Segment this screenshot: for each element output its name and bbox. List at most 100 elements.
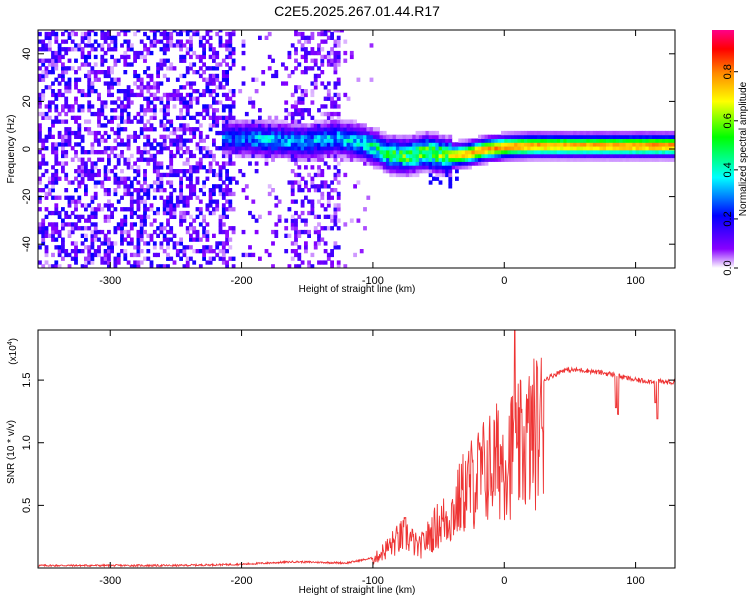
spectrogram-cell <box>290 123 295 128</box>
spectrogram-cell <box>218 165 223 170</box>
spectrogram-cell <box>323 214 328 219</box>
spectrogram-cell <box>586 138 591 143</box>
spectrogram-cell <box>517 146 522 151</box>
spectrogram-cell <box>87 100 92 105</box>
spectrogram-cell <box>143 47 147 52</box>
spectrogram-cell <box>225 249 229 254</box>
spectrogram-cell <box>238 142 243 147</box>
spectrogram-cell <box>192 81 197 86</box>
spectrogram-cell <box>198 210 203 216</box>
spectrogram-cell <box>366 157 371 162</box>
spectrogram-cell <box>297 31 302 37</box>
spectrogram-cell <box>152 161 157 166</box>
spectrogram-cell <box>422 169 426 174</box>
spectrogram-cell <box>149 153 154 159</box>
spectrogram-cell <box>448 138 453 143</box>
spectrogram-cell <box>254 130 259 136</box>
snr-exponent-close: ) <box>8 338 19 341</box>
spectrogram-cell <box>80 241 85 246</box>
spectrogram-cell <box>300 108 305 113</box>
spectrogram-cell <box>491 142 495 147</box>
spectrogram-cell <box>537 146 541 151</box>
spectrogram-cell <box>159 123 164 128</box>
spectrogram-cell <box>405 134 410 139</box>
spectrogram-cell <box>87 150 92 155</box>
spectrogram-cell <box>612 134 617 139</box>
spectrogram-cell <box>162 210 167 216</box>
spectrogram-cell <box>438 153 443 159</box>
spectrogram-cell <box>533 157 538 162</box>
spectrogram-cell <box>231 62 236 67</box>
snr-exponent-power: 4 <box>7 341 14 345</box>
spectrogram-cell <box>225 70 229 75</box>
spectrogram-cell <box>38 134 42 139</box>
spectrogram-cell <box>369 130 374 136</box>
spectrogram-cell <box>182 43 187 48</box>
spectrogram-cell <box>619 157 623 162</box>
spectrogram-cell <box>221 165 226 170</box>
spectrogram-cell <box>169 43 174 48</box>
spectrogram-cell <box>64 214 69 219</box>
spectrogram-cell <box>336 153 341 159</box>
spectrogram-cell <box>87 256 92 261</box>
spectrogram-cell <box>402 134 407 139</box>
spectrogram-cell <box>93 195 98 200</box>
spectrogram-cell <box>162 30 167 33</box>
spectrogram-cell <box>583 153 587 159</box>
spectrogram-cell <box>38 66 42 71</box>
spectrogram-cell <box>44 260 49 265</box>
spectrogram-cell <box>294 241 298 246</box>
spectrogram-cell <box>445 150 449 155</box>
spectrogram-cell <box>313 85 318 90</box>
spectrogram-cell <box>379 150 384 155</box>
spectrogram-cell <box>300 153 305 159</box>
spectrogram-cell <box>159 161 164 166</box>
spectrogram-cell <box>156 165 160 170</box>
spectrogram-cell <box>175 92 180 98</box>
spectrogram-cell <box>304 229 308 235</box>
spectrogram-cell <box>661 138 666 143</box>
spectrogram-cell <box>61 226 65 231</box>
spectrogram-cell <box>648 138 653 143</box>
spectrogram-cell <box>208 191 213 197</box>
spectrogram-cell <box>225 43 229 48</box>
spectrogram-cell <box>422 146 426 151</box>
spectrogram-cell <box>47 85 52 90</box>
spectrogram-cell <box>349 123 354 128</box>
spectrogram-cell <box>665 134 669 139</box>
spectrogram-cell <box>326 138 331 143</box>
spectrogram-cell <box>333 62 338 67</box>
spectrogram-cell <box>619 146 623 151</box>
spectrogram-cell <box>113 115 118 120</box>
spectrogram-cell <box>330 50 334 56</box>
spectrogram-cell <box>432 130 436 136</box>
spectrogram-cell <box>103 81 108 86</box>
spectrogram-cell <box>123 31 128 37</box>
spectrogram-cell <box>372 165 377 170</box>
spectrogram-cell <box>146 66 151 71</box>
spectrogram-cell <box>425 130 430 136</box>
spectrogram-cell <box>192 89 197 94</box>
spectrogram-cell <box>126 134 131 139</box>
spectrogram-cell <box>602 134 607 139</box>
spectrogram-cell <box>113 39 118 44</box>
spectrogram-cell <box>524 134 528 139</box>
spectrogram-cell <box>238 89 243 94</box>
spectrogram-cell <box>563 153 568 159</box>
spectrogram-cell <box>123 207 128 212</box>
spectrogram-cell <box>435 165 440 170</box>
spectrogram-cell <box>198 58 203 63</box>
spectrogram-cell <box>609 153 614 159</box>
spectrogram-cell <box>38 222 42 227</box>
spectrogram-cell <box>51 70 55 75</box>
spectrogram-cell <box>300 142 305 147</box>
spectrogram-cell <box>606 153 610 159</box>
spectrogram-cell <box>372 153 377 159</box>
spectrogram-cell <box>297 142 302 147</box>
spectrogram-cell <box>133 199 137 204</box>
spectrogram-cell <box>93 111 98 117</box>
spectrogram-cell <box>143 222 147 227</box>
spectrogram-cell <box>333 70 338 75</box>
spectrogram-cell <box>146 214 151 219</box>
spectrogram-cell <box>395 142 400 147</box>
